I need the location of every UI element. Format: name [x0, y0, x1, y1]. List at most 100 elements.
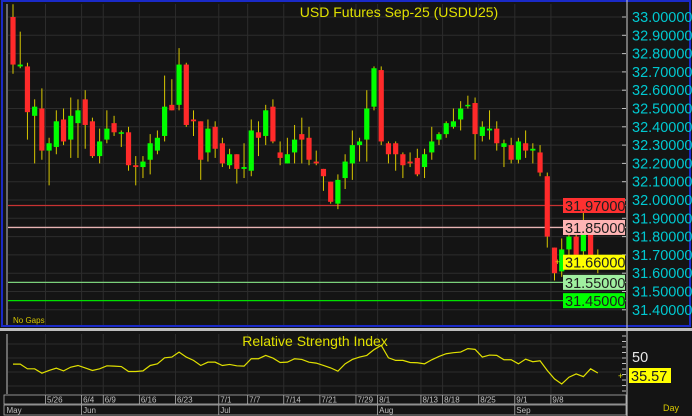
candle: [154, 130, 160, 155]
last-price-box: [563, 254, 625, 270]
price-tick-label: 32.90000: [632, 28, 692, 44]
candle: [472, 97, 478, 160]
price-tick-label: 32.60000: [632, 83, 692, 99]
candle: [133, 156, 139, 186]
candle-body: [393, 143, 399, 155]
candle: [263, 104, 269, 146]
candle: [82, 90, 88, 149]
candle-body: [335, 179, 341, 204]
candle-body: [523, 143, 529, 151]
day-tick-label: 9/1: [516, 396, 528, 405]
interval-label[interactable]: Day: [663, 403, 680, 413]
candle: [190, 110, 197, 136]
candle: [248, 119, 254, 177]
panel-splitter[interactable]: [0, 328, 692, 331]
candle: [32, 99, 38, 164]
day-tick-label: 7/29: [357, 396, 373, 405]
candle-body: [104, 128, 110, 140]
candle: [421, 148, 428, 179]
day-tick-label: 7/21: [321, 396, 337, 405]
candle-body: [378, 70, 384, 142]
candle: [371, 66, 377, 111]
candle-body: [10, 17, 16, 65]
candle-body: [46, 143, 52, 151]
candle-body: [551, 247, 558, 274]
month-label: Jun: [83, 406, 96, 415]
price-tick-label: 31.70000: [632, 248, 692, 264]
day-tick-label: 7/14: [285, 396, 301, 405]
candle: [501, 139, 507, 168]
candle-body: [342, 161, 348, 179]
price-tick-label: 31.50000: [632, 285, 692, 301]
candle: [342, 154, 348, 190]
level-label: 31.55000: [565, 276, 625, 292]
candles: [10, 4, 601, 281]
candle: [284, 137, 290, 164]
candle-body: [125, 132, 132, 166]
candle-body: [89, 121, 96, 157]
price-tick-label: 32.20000: [632, 156, 692, 172]
candle: [313, 150, 319, 166]
day-tick-label: 6/23: [177, 396, 193, 405]
candle: [378, 66, 384, 146]
price-tick-label: 32.10000: [632, 175, 692, 191]
month-label: Sep: [516, 406, 531, 415]
candle-body: [501, 143, 507, 147]
candle-body: [241, 167, 247, 169]
candle: [39, 88, 45, 160]
candle: [320, 168, 327, 191]
gridlines: [8, 4, 626, 325]
level-box: [563, 219, 625, 235]
candle: [436, 132, 442, 146]
candle: [328, 181, 334, 204]
candle-body: [118, 132, 124, 134]
day-tick-label: 7/1: [220, 396, 232, 405]
candle-body: [299, 134, 305, 140]
candle-body: [306, 137, 312, 160]
candle: [198, 121, 204, 180]
candle-body: [176, 64, 182, 105]
candle-body: [414, 157, 420, 175]
rsi-line: [13, 344, 599, 385]
candle: [450, 108, 457, 129]
candle-body: [147, 143, 153, 160]
candle-body: [443, 123, 449, 135]
candle: [551, 247, 558, 281]
candle-body: [234, 154, 240, 169]
day-tick-label: 6/4: [83, 396, 95, 405]
candle-body: [270, 106, 276, 142]
candle: [60, 108, 67, 146]
candle-body: [68, 115, 74, 140]
price-tick-label: 31.90000: [632, 211, 692, 227]
candle-body: [566, 236, 572, 250]
candle: [414, 148, 420, 177]
candle: [494, 121, 500, 151]
candle: [349, 130, 355, 180]
candle: [10, 4, 16, 74]
candle: [205, 119, 211, 162]
candle: [479, 121, 485, 142]
date-axis-labels: 5/26 6/4 6/9 6/16 6/23 7/1 7/7 7/14 7/21 7/29 8/1 8…: [7, 395, 564, 415]
candle: [219, 137, 225, 168]
candle: [393, 141, 399, 171]
candle-body: [494, 128, 500, 144]
price-panel-frame: [1, 0, 691, 327]
candle-body: [284, 154, 290, 164]
candle-body: [479, 126, 485, 136]
candle: [234, 154, 240, 184]
candle: [335, 174, 341, 210]
candle: [400, 152, 406, 179]
rsi-last-box: [629, 368, 671, 383]
candle: [24, 62, 31, 140]
candle: [291, 124, 298, 164]
candle-body: [154, 137, 160, 151]
candle: [140, 156, 146, 179]
candle-body: [530, 148, 536, 151]
price-tick-label: 32.40000: [632, 120, 692, 136]
level-label: 31.85000: [565, 221, 625, 237]
candle-body: [371, 68, 377, 107]
candle: [508, 137, 514, 164]
level-boxes: 31.97000 31.85000 31.55000 31.45000 + 31.6600…: [555, 197, 625, 310]
candle-body: [111, 123, 117, 133]
candle: [356, 137, 363, 162]
